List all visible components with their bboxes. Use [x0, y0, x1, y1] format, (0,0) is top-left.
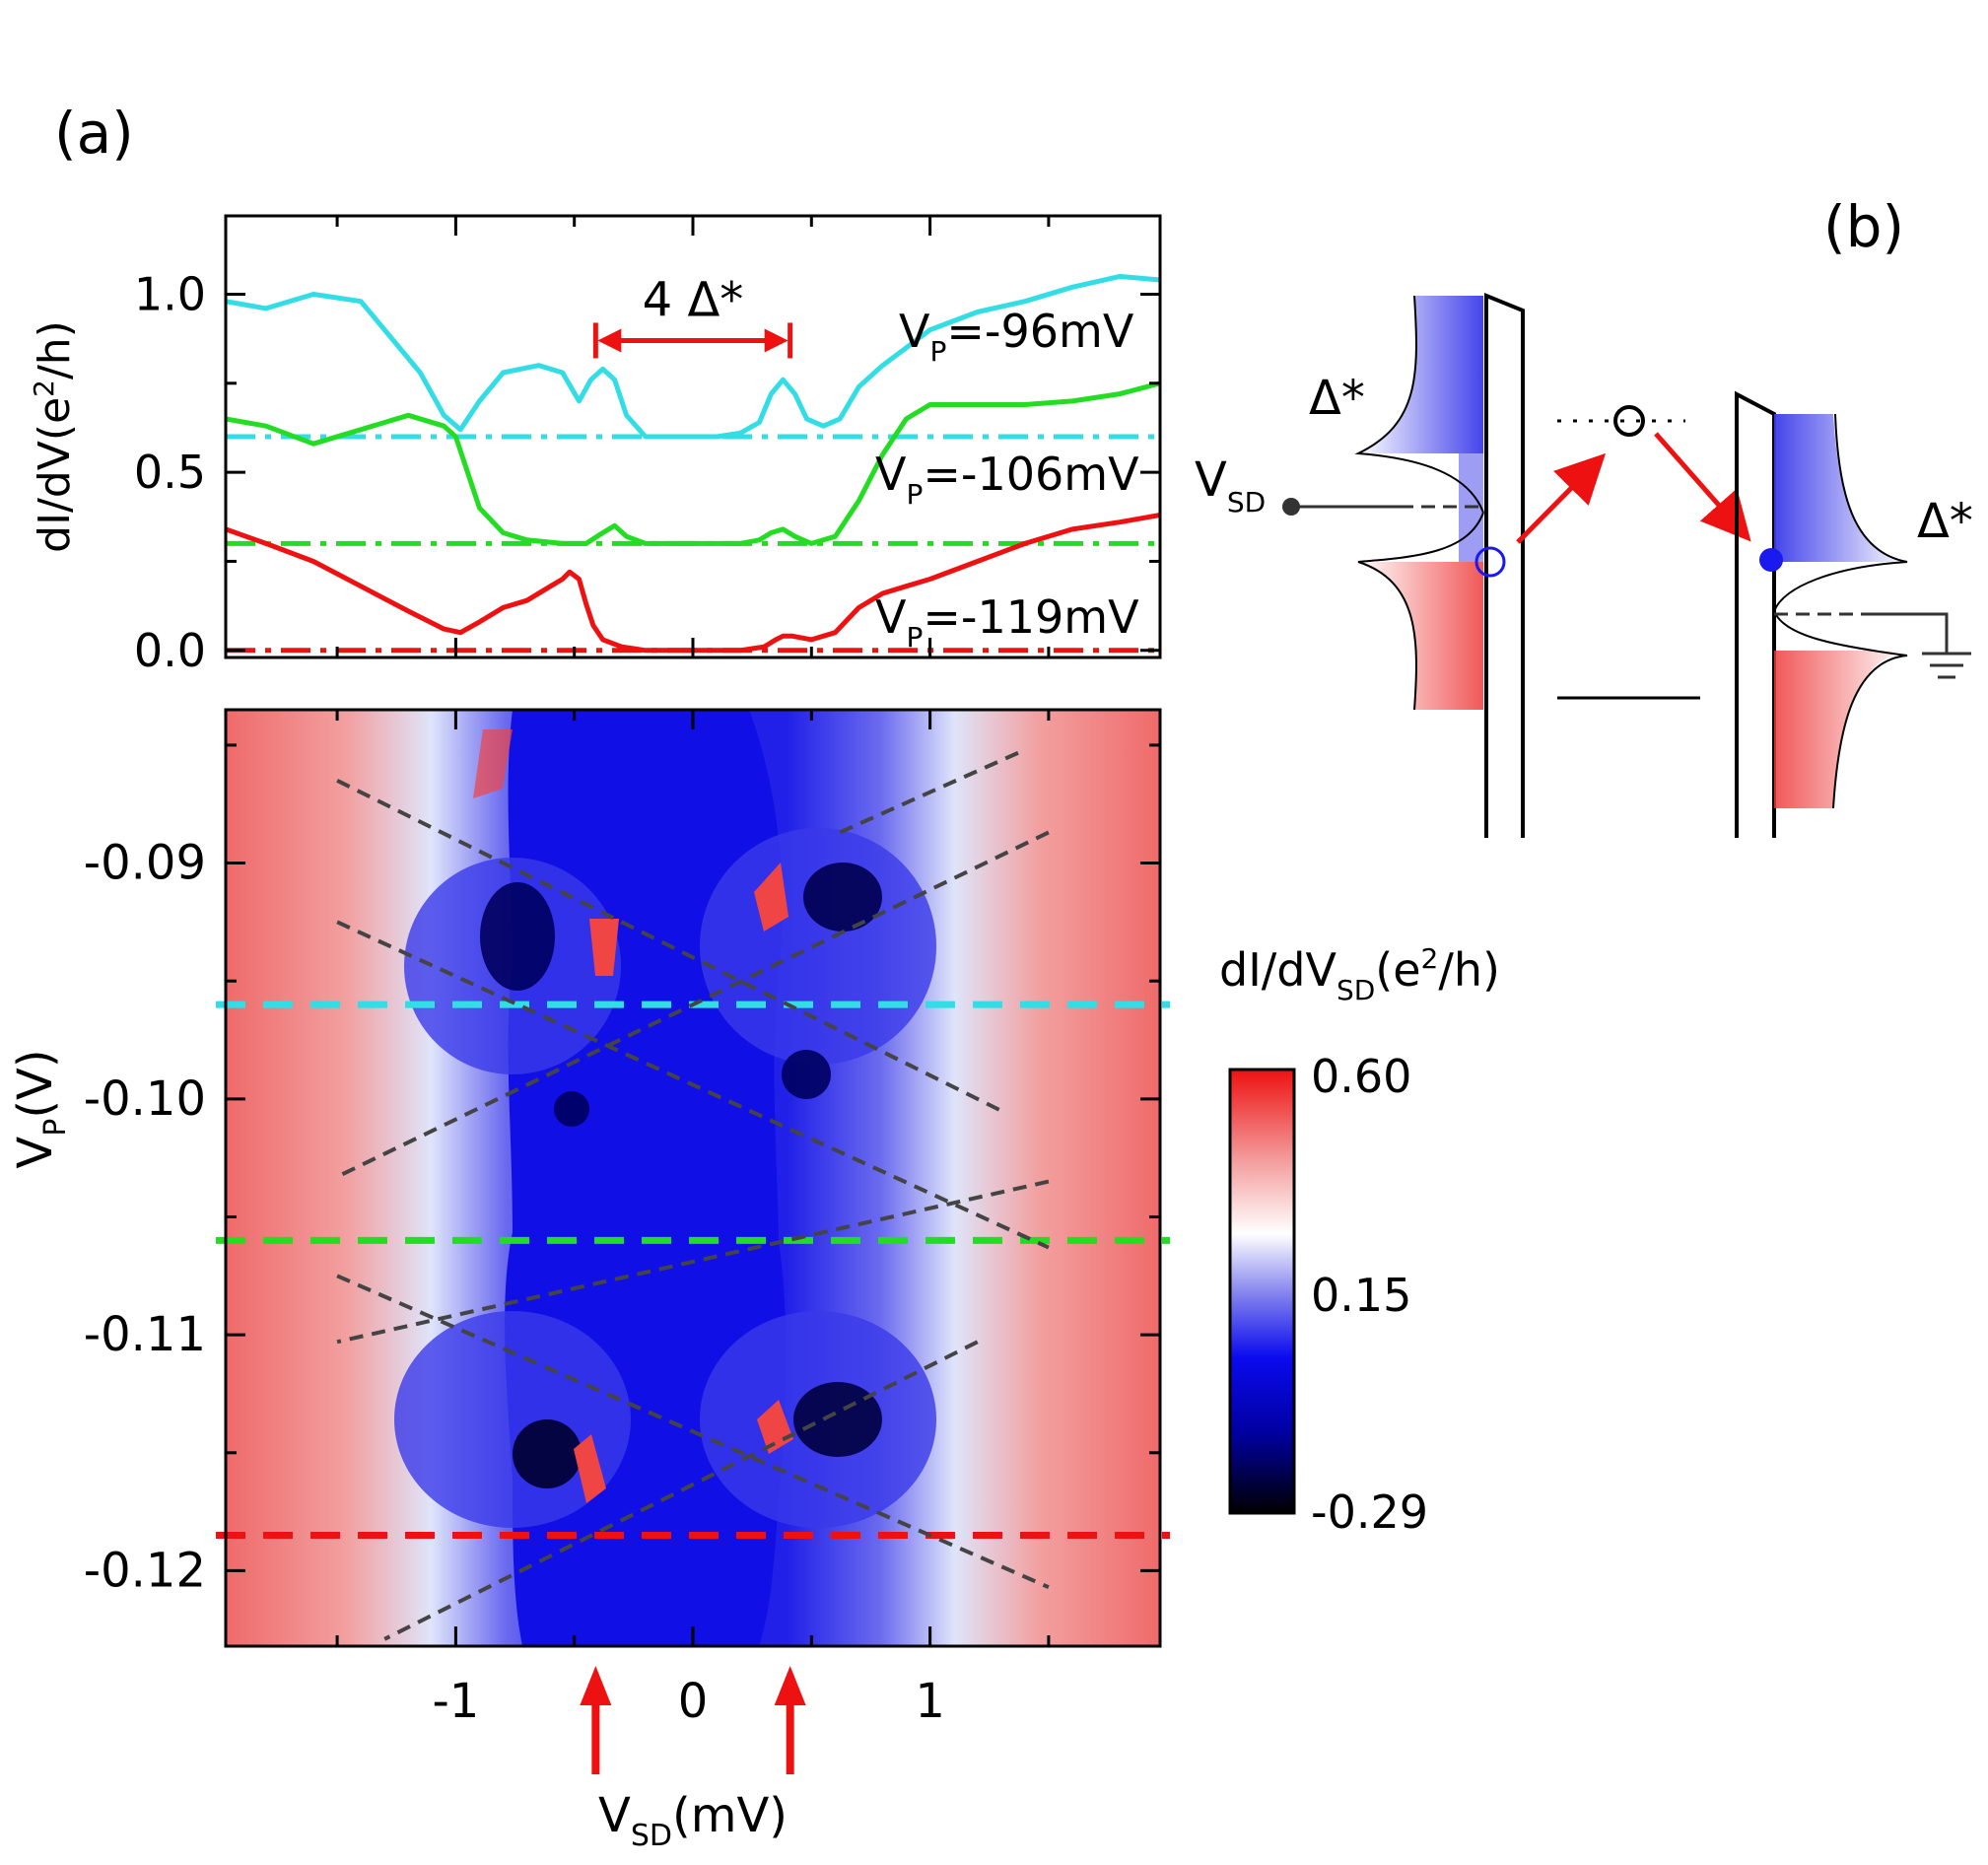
colorbar-tick-high: 0.60	[1311, 1050, 1411, 1103]
delta-right-label: Δ*	[1917, 494, 1973, 549]
heatmap-lobe	[700, 828, 936, 1065]
heatmap-dark-spot	[793, 1382, 882, 1457]
vsd-label: VSD	[1195, 452, 1266, 518]
heatmap-xtick-label-1: 0	[678, 1674, 709, 1729]
gap-annotation-right-head	[764, 328, 788, 353]
left-dos-curve-lower	[1357, 512, 1484, 711]
right-tunnel-barrier	[1735, 390, 1776, 838]
diamond-guide-4	[336, 1179, 1050, 1345]
heatmap-dark-spot	[803, 863, 882, 932]
series-line-0	[226, 273, 1160, 440]
line-plot: 0.0 0.5 1.0 VP=-96mV VP=-106mV VP=-119mV 4 Δ…	[28, 214, 1162, 677]
right-quasiparticle	[1759, 548, 1783, 572]
left-tunnel-barrier	[1484, 293, 1525, 838]
series-label-0: VP=-96mV	[899, 305, 1134, 368]
colorbar-tick-low: -0.29	[1311, 1485, 1428, 1539]
line-series-labels: VP=-96mV VP=-106mV VP=-119mV	[875, 305, 1139, 654]
ground-lead	[1863, 612, 1949, 654]
gap-arrow-head-0	[580, 1666, 612, 1705]
gap-annotation-text: 4 Δ*	[643, 272, 744, 327]
heatmap-red-peak	[473, 729, 513, 798]
left-quasiparticle-hole	[1474, 546, 1506, 578]
heatmap-red-peak	[589, 919, 619, 976]
heatmap-xlabel: VSD(mV)	[598, 1788, 788, 1853]
line-ytick-label-0: 0.0	[134, 624, 206, 677]
heatmap-diamond-guides	[336, 747, 1050, 1641]
heatmap-ytick-label-0: -0.09	[84, 836, 206, 891]
series-line-1	[226, 380, 1160, 546]
line-plot-ticks: 0.0 0.5 1.0	[134, 216, 1160, 677]
heatmap-dark-spot	[554, 1091, 589, 1127]
gap-annotation: 4 Δ*	[592, 272, 793, 359]
heatmap-xtick-label-0: -1	[432, 1674, 479, 1729]
colorbar-label: dI/dVSD(e2/h)	[1219, 942, 1500, 1006]
left-dos-blue-fill	[1358, 296, 1483, 453]
right-dos-red-fill	[1774, 651, 1907, 808]
diamond-guide-3	[336, 920, 1050, 1250]
panel-label-a: (a)	[54, 100, 134, 167]
colorbar-gradient	[1228, 1068, 1296, 1515]
heatmap-dark-spot	[782, 1050, 831, 1099]
right-dos-curve-upper	[1773, 413, 1908, 612]
heatmap: -1 0 1 -0.09 -0.10 -0.11 -0.12 VSD(mV) VP(V)	[8, 708, 1170, 1853]
tunneling-diagram: VSD Δ* Δ*	[1195, 293, 1973, 838]
series-label-1: VP=-106mV	[875, 448, 1139, 511]
diamond-guide-0	[336, 778, 1002, 1113]
diamond-guide-5	[336, 1274, 1050, 1590]
dot-state	[1613, 405, 1645, 437]
left-dos-red-fill	[1358, 562, 1483, 710]
left-dos-curve-upper	[1354, 295, 1484, 514]
colorbar-tick-mid: 0.15	[1311, 1269, 1411, 1322]
heatmap-dark-spot	[513, 1419, 582, 1488]
heatmap-ticks: -1 0 1 -0.09 -0.10 -0.11 -0.12	[84, 710, 1160, 1729]
right-dos-blue-fill	[1774, 414, 1907, 562]
tunneling-arrow-in	[1516, 452, 1607, 544]
colorbar: dI/dVSD(e2/h) 0.60 0.15 -0.29	[1219, 942, 1500, 1539]
diamond-guide-1	[839, 747, 1026, 835]
line-ytick-label-2: 1.0	[134, 267, 206, 320]
tunneling-arrow-out	[1654, 432, 1751, 542]
heatmap-ytick-label-2: -0.11	[84, 1307, 206, 1362]
line-plot-ylabel: dI/dV(e2/h)	[28, 320, 80, 553]
line-ytick-label-1: 0.5	[134, 446, 206, 499]
diamond-guide-6	[383, 1340, 979, 1641]
heatmap-xtick-label-2: 1	[915, 1674, 945, 1729]
gap-annotation-left-head	[597, 328, 622, 353]
series-line-2	[226, 513, 1160, 654]
heatmap-ylabel: VP(V)	[8, 1049, 73, 1168]
heatmap-dark-spot	[480, 882, 555, 991]
right-dos-curve-lower	[1773, 610, 1908, 809]
heatmap-red-peak	[574, 1434, 606, 1503]
heatmap-ytick-label-3: -0.12	[84, 1543, 206, 1598]
gap-arrow-head-1	[774, 1666, 806, 1705]
heatmap-gap-arrows	[580, 1666, 806, 1774]
series-label-2: VP=-119mV	[875, 590, 1139, 654]
heatmap-ytick-label-1: -0.10	[84, 1071, 206, 1127]
delta-left-label: Δ*	[1309, 371, 1365, 426]
diamond-guide-2	[336, 830, 1050, 1179]
heatmap-red-peak	[754, 863, 788, 932]
panel-label-b: (b)	[1823, 193, 1904, 260]
